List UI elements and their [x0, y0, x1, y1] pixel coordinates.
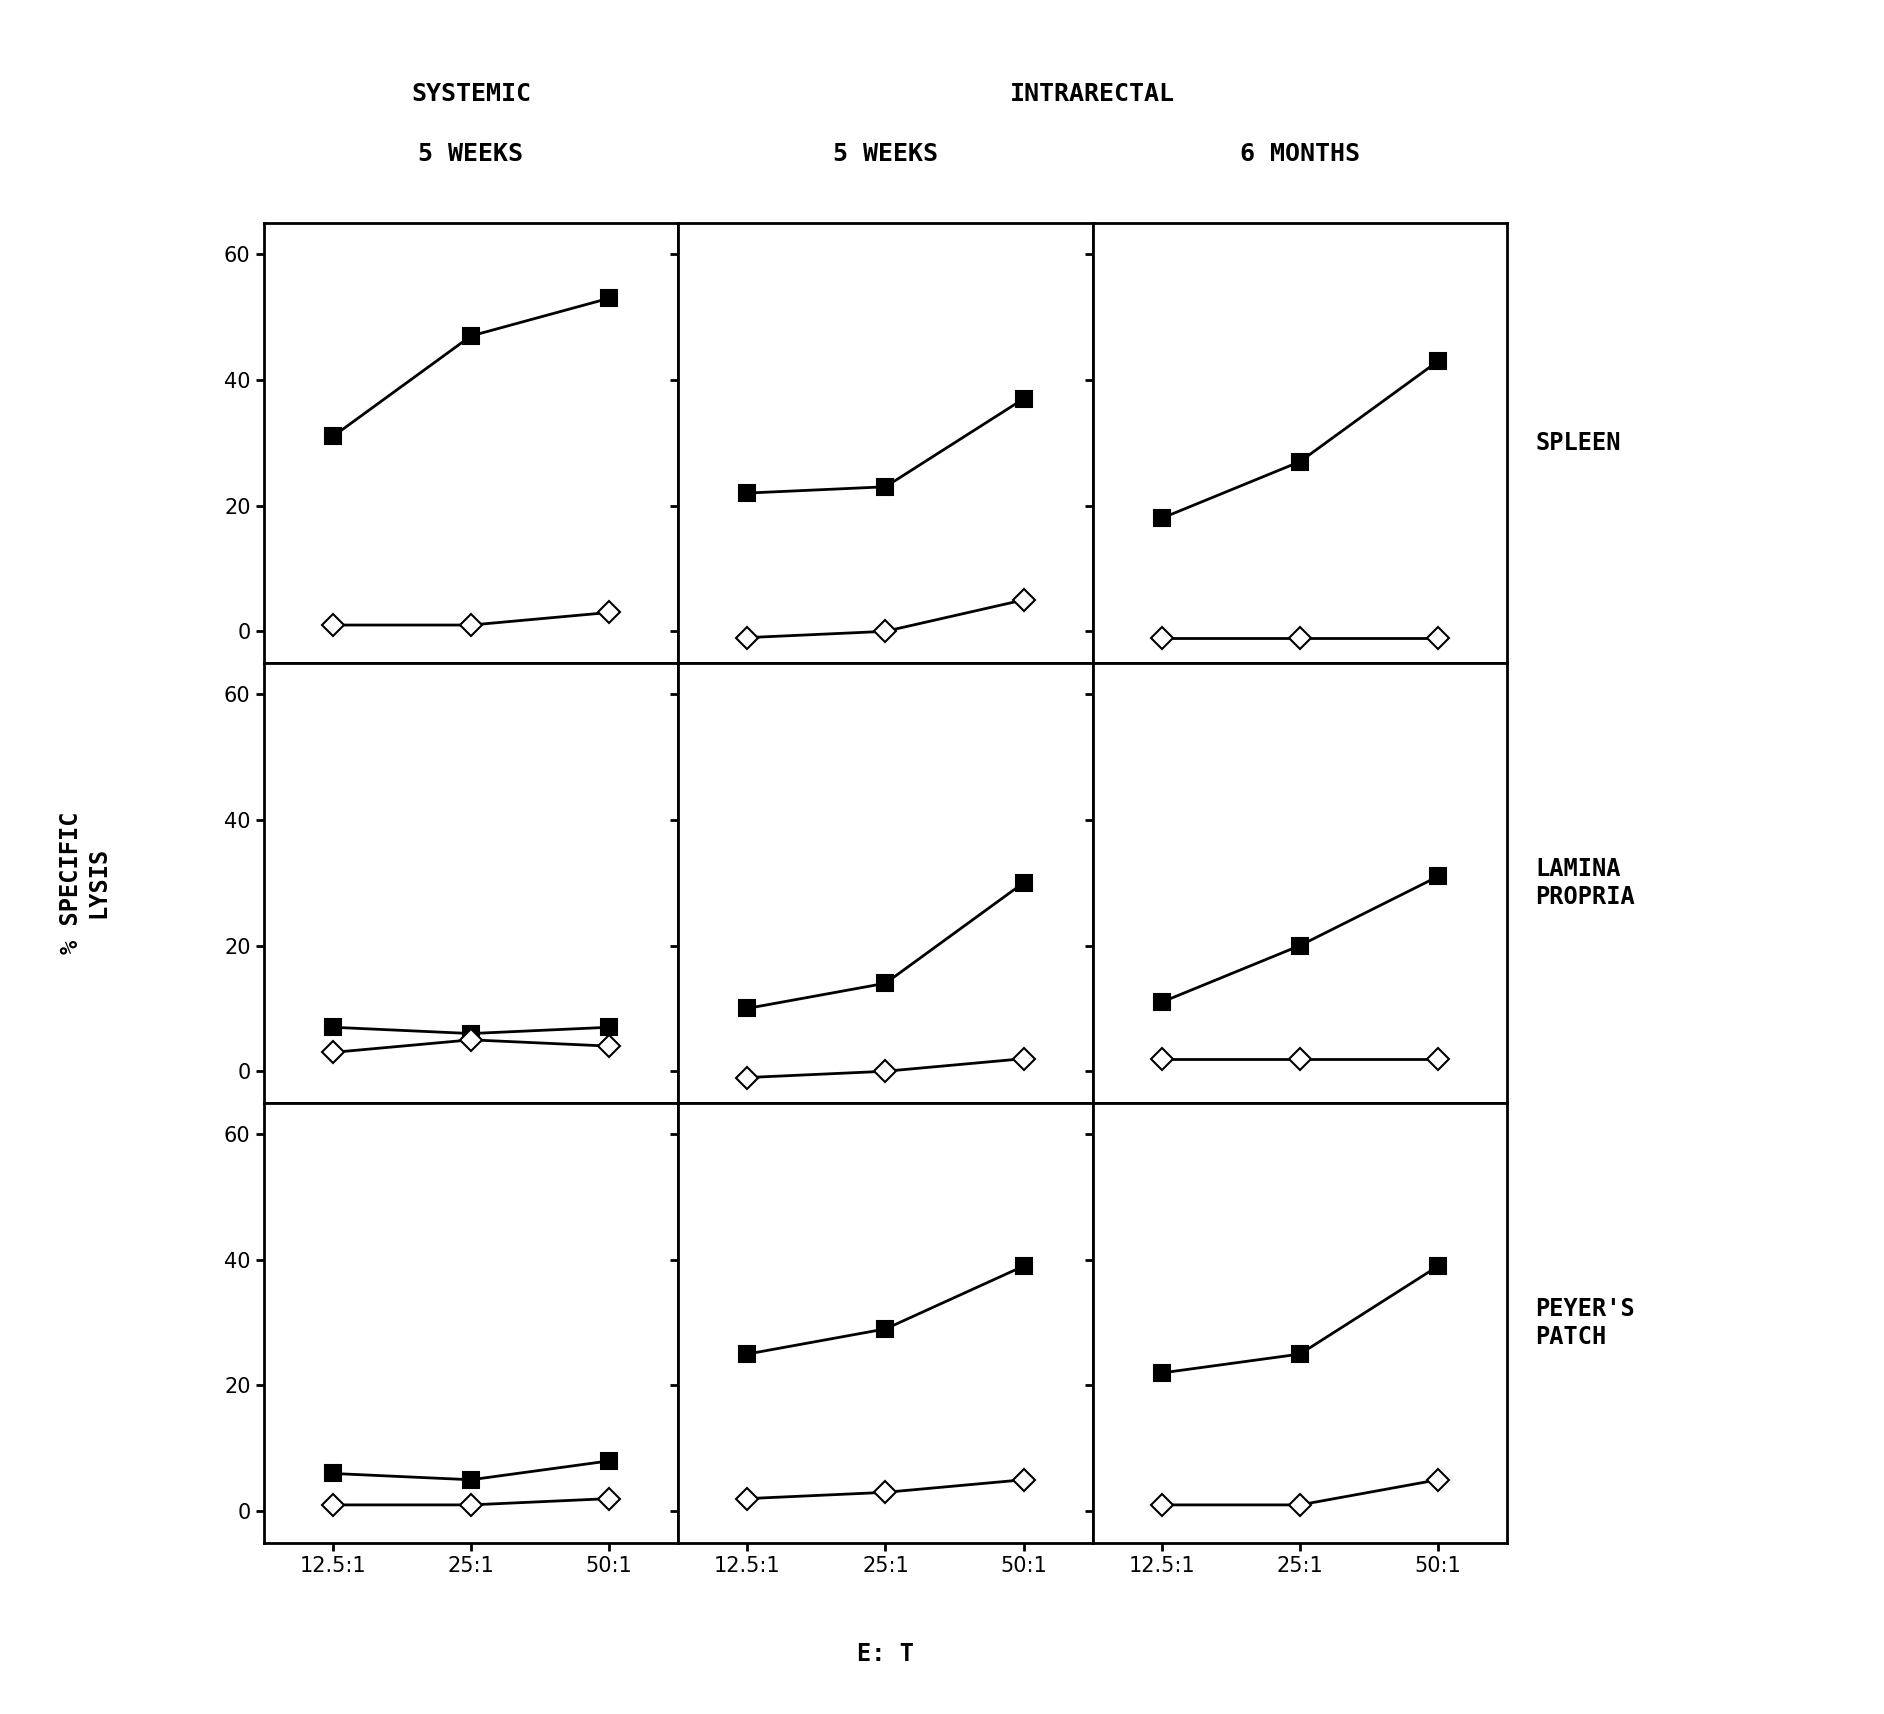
Text: SYSTEMIC: SYSTEMIC [411, 82, 531, 106]
Text: INTRARECTAL: INTRARECTAL [1010, 82, 1176, 106]
Text: E: T: E: T [857, 1642, 914, 1666]
Text: PEYER'S
PATCH: PEYER'S PATCH [1535, 1297, 1635, 1349]
Text: SPLEEN: SPLEEN [1535, 430, 1620, 454]
Text: 6 MONTHS: 6 MONTHS [1240, 142, 1360, 166]
Text: % SPECIFIC
LYSIS: % SPECIFIC LYSIS [58, 811, 111, 955]
Text: 5 WEEKS: 5 WEEKS [833, 142, 938, 166]
Text: LAMINA
PROPRIA: LAMINA PROPRIA [1535, 857, 1635, 908]
Text: 5 WEEKS: 5 WEEKS [418, 142, 524, 166]
